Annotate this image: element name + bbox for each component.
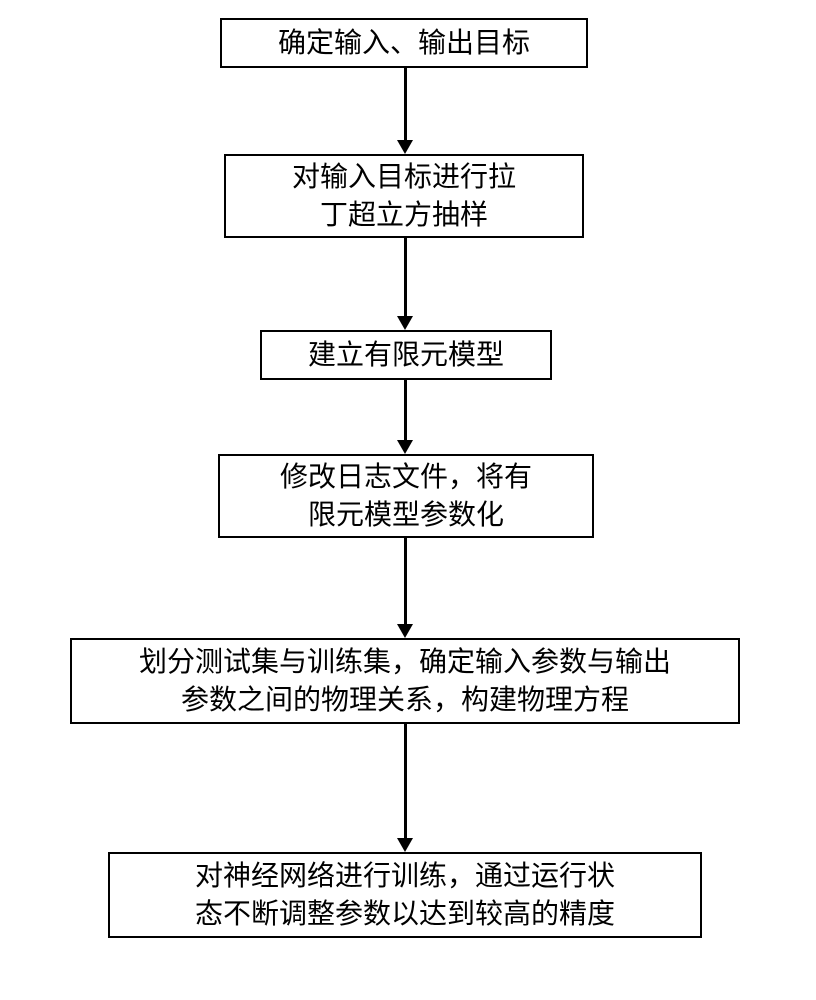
flowchart-node-n4: 修改日志文件，将有 限元模型参数化 [218, 454, 594, 538]
flowchart-node-n6: 对神经网络进行训练，通过运行状 态不断调整参数以达到较高的精度 [108, 852, 702, 938]
flowchart-node-label: 对神经网络进行训练，通过运行状 态不断调整参数以达到较高的精度 [195, 857, 615, 933]
flowchart-node-n2: 对输入目标进行拉 丁超立方抽样 [224, 154, 584, 238]
flowchart-node-n3: 建立有限元模型 [260, 330, 552, 380]
flowchart-node-label: 对输入目标进行拉 丁超立方抽样 [292, 158, 516, 234]
flowchart-arrow-head-icon [397, 624, 413, 638]
flowchart-container: 确定输入、输出目标对输入目标进行拉 丁超立方抽样建立有限元模型修改日志文件，将有… [0, 0, 816, 1000]
flowchart-node-label: 确定输入、输出目标 [278, 24, 530, 62]
flowchart-arrow-line [404, 238, 407, 316]
flowchart-node-n5: 划分测试集与训练集，确定输入参数与输出 参数之间的物理关系，构建物理方程 [70, 638, 740, 724]
flowchart-arrow-head-icon [397, 316, 413, 330]
flowchart-node-label: 修改日志文件，将有 限元模型参数化 [280, 458, 532, 534]
flowchart-arrow-head-icon [397, 140, 413, 154]
flowchart-arrow-line [404, 538, 407, 624]
flowchart-node-label: 建立有限元模型 [308, 336, 504, 374]
flowchart-arrow-line [404, 380, 407, 440]
flowchart-arrow-head-icon [397, 440, 413, 454]
flowchart-node-label: 划分测试集与训练集，确定输入参数与输出 参数之间的物理关系，构建物理方程 [139, 643, 671, 719]
flowchart-arrow-line [404, 68, 407, 140]
flowchart-arrow-head-icon [397, 838, 413, 852]
flowchart-arrow-line [404, 724, 407, 838]
flowchart-node-n1: 确定输入、输出目标 [220, 18, 588, 68]
